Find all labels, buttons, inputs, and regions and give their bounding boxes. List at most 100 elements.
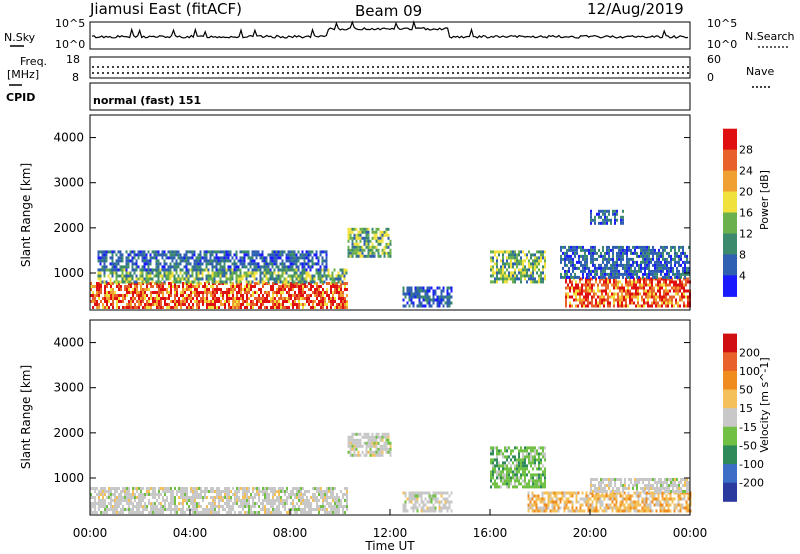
power-cell: [304, 297, 306, 300]
power-cell: [121, 268, 124, 272]
power-cell: [225, 256, 228, 260]
power-cell: [659, 298, 661, 302]
power-cell: [338, 297, 340, 300]
power-cell: [640, 269, 642, 273]
power-cell: [127, 256, 130, 260]
velocity-cell: [540, 476, 542, 480]
velocity-cell: [643, 497, 646, 501]
power-cell: [667, 289, 669, 293]
velocity-cell: [174, 496, 176, 499]
velocity-cell: [667, 497, 670, 501]
power-cell: [166, 297, 168, 300]
velocity-cell: [104, 490, 106, 493]
power-cell: [206, 297, 208, 300]
power-cell: [650, 260, 652, 264]
power-cell: [166, 291, 168, 294]
velocity-cell: [228, 502, 230, 505]
power-cell: [604, 263, 606, 267]
power-cell: [133, 268, 136, 272]
power-cell: [287, 253, 290, 257]
velocity-cell: [518, 449, 520, 453]
velocity-cell: [377, 447, 380, 451]
power-cell: [659, 292, 661, 296]
velocity-cell: [506, 470, 508, 474]
power-cell: [637, 304, 639, 308]
power-cell: [680, 275, 682, 279]
velocity-cell: [494, 470, 496, 474]
power-cell: [158, 303, 160, 306]
velocity-cell: [520, 461, 522, 465]
power-cell: [614, 269, 616, 273]
power-cell: [188, 303, 190, 306]
power-cell: [594, 245, 596, 249]
power-cell: [344, 282, 346, 285]
velocity-cell: [176, 508, 178, 511]
velocity-cell: [544, 482, 546, 486]
velocity-cell: [296, 502, 298, 505]
power-cell: [642, 248, 644, 252]
power-cell: [255, 253, 258, 257]
power-cell: [125, 265, 128, 269]
power-cell: [652, 245, 654, 249]
velocity-cell: [528, 452, 530, 456]
velocity-cell: [625, 500, 628, 504]
power-cell: [131, 277, 134, 281]
power-cell: [679, 280, 681, 284]
power-cell: [147, 259, 150, 263]
power-cell: [159, 262, 162, 266]
power-cell: [446, 301, 449, 305]
power-cell: [214, 297, 216, 300]
velocity-cell: [514, 485, 516, 489]
power-cell: [144, 306, 146, 309]
velocity-cell: [292, 508, 294, 511]
power-cell: [640, 245, 642, 249]
power-cell: [538, 280, 540, 284]
power-cell: [656, 275, 658, 279]
power-cell: [308, 300, 310, 303]
power-cell: [239, 268, 242, 272]
power-cell: [607, 292, 609, 296]
velocity-cell: [545, 491, 548, 495]
power-cell: [565, 301, 567, 305]
velocity-cell: [190, 490, 192, 493]
power-cell: [211, 280, 214, 284]
power-cell: [115, 280, 118, 284]
power-cell: [309, 277, 312, 281]
power-cell: [267, 280, 270, 284]
power-cell: [221, 271, 224, 275]
power-cell: [249, 280, 252, 284]
power-cell: [685, 283, 687, 287]
power-cell: [232, 288, 234, 291]
velocity-cell: [248, 505, 250, 508]
velocity-cell: [248, 508, 250, 511]
power-cell: [283, 262, 286, 266]
power-cell: [652, 254, 654, 258]
velocity-cell: [230, 490, 232, 493]
power-cell: [612, 263, 614, 267]
velocity-cell: [286, 499, 288, 502]
power-cell: [634, 272, 636, 276]
power-cell: [635, 286, 637, 290]
velocity-cell: [440, 494, 443, 498]
power-cell: [295, 268, 298, 272]
power-cell: [652, 257, 654, 261]
velocity-cell: [428, 506, 431, 510]
power-cell: [244, 288, 246, 291]
power-cell: [296, 294, 298, 297]
power-cell: [625, 289, 627, 293]
velocity-cell: [432, 497, 435, 501]
power-cell: [342, 300, 344, 303]
velocity-cell: [194, 511, 196, 514]
power-cell: [510, 271, 512, 275]
power-cell: [210, 291, 212, 294]
power-cell: [143, 253, 146, 257]
power-cell: [564, 251, 566, 255]
power-cell: [355, 245, 358, 249]
power-cell: [406, 289, 409, 293]
colorbar-swatch: [723, 275, 737, 297]
power-cell: [270, 306, 272, 309]
power-cell: [294, 303, 296, 306]
power-cell: [492, 265, 494, 269]
power-cell: [189, 268, 192, 272]
velocity-cell: [158, 511, 160, 514]
